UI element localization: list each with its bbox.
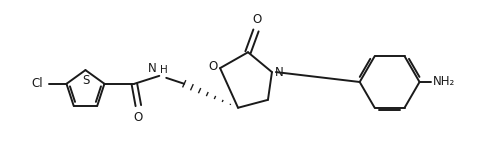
Text: O: O [208,60,217,73]
Text: O: O [133,110,143,124]
Text: Cl: Cl [31,77,43,90]
Text: NH₂: NH₂ [432,75,454,88]
Text: H: H [160,65,168,75]
Text: O: O [252,13,261,26]
Text: N: N [274,66,283,79]
Text: S: S [82,74,89,87]
Text: N: N [147,62,156,75]
